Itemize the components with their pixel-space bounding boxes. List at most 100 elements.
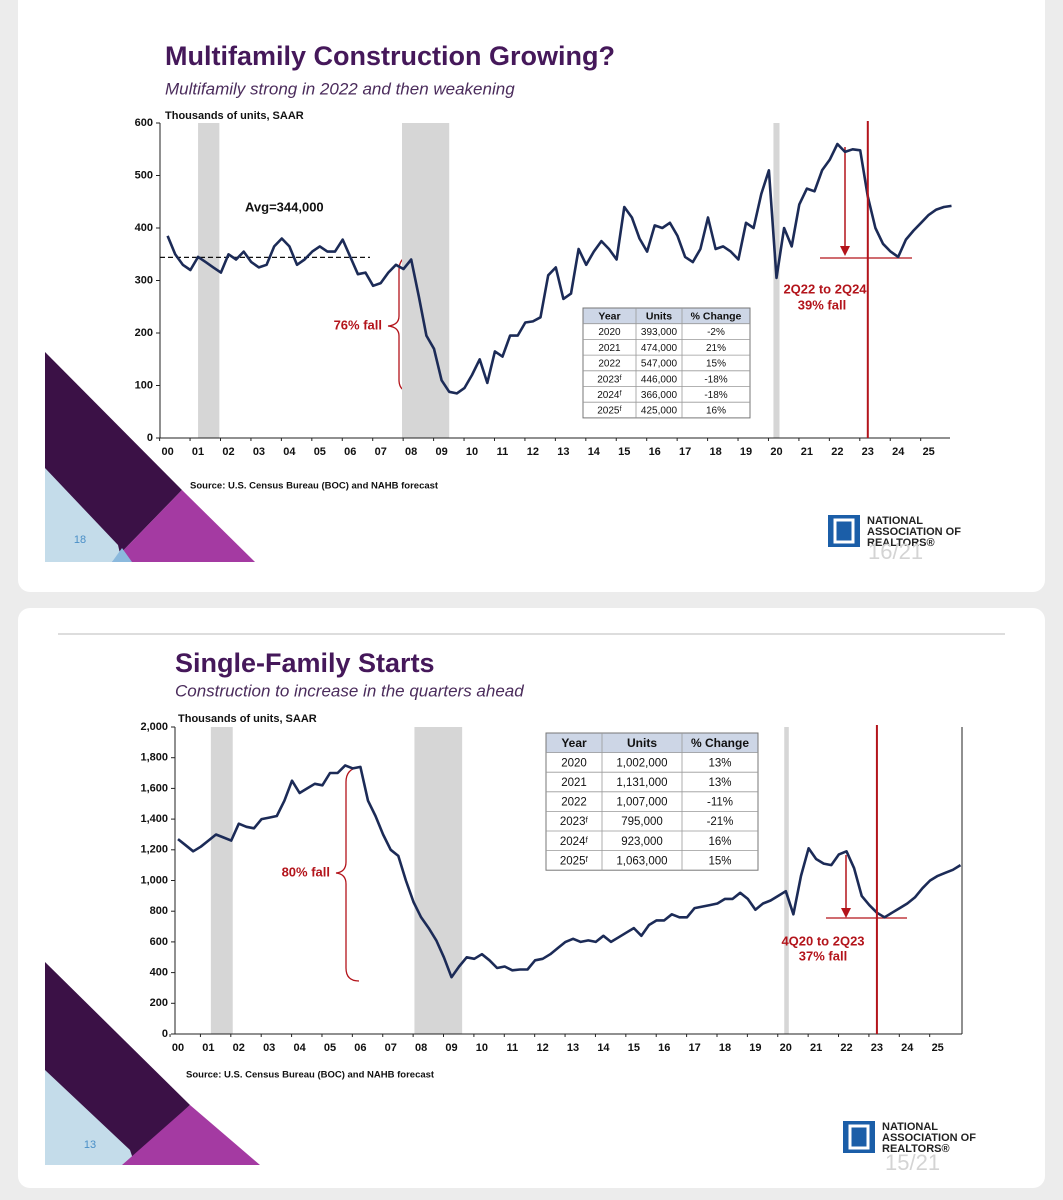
table-frame [545,732,759,871]
table-frame [582,307,751,419]
y-tick-label: 1,400 [140,813,168,825]
y-tick-label: 400 [150,967,168,979]
table-header: Units [627,736,657,750]
table-cell: 2020 [598,327,621,338]
table-cell: 2020 [561,757,587,769]
recession-shade [773,123,780,438]
y-axis-label: Thousands of units, SAAR [178,713,317,725]
x-tick-label: 12 [537,1042,549,1054]
logo-mark-inner [848,1124,870,1150]
logo-text: NATIONAL [867,515,923,527]
logo-text: NATIONAL [882,1121,938,1133]
x-tick-label: 11 [497,446,509,458]
table-cell: 2022 [561,797,587,809]
x-tick-label: 13 [567,1042,579,1054]
data-line [177,764,962,979]
table-cell: 474,000 [641,343,678,354]
recession-shade [198,123,220,438]
x-tick-label: 10 [476,1042,488,1054]
x-tick-label: 15 [628,1042,640,1054]
x-tick-label: 18 [709,446,721,458]
table-cell: 1,063,000 [616,855,667,867]
x-tick-label: 25 [932,1042,944,1054]
x-tick-label: 20 [770,446,782,458]
recession-shade [414,727,463,1034]
x-tick-label: 15 [618,446,630,458]
y-tick-label: 1,200 [140,844,168,856]
source-note: Source: U.S. Census Bureau (BOC) and NAH… [186,1070,435,1081]
x-tick-label: 09 [435,446,447,458]
x-tick-label: 00 [172,1042,184,1054]
y-tick-label: 1,800 [140,752,168,764]
table-cell: 2021 [598,343,621,354]
recession-shade [210,727,233,1034]
y-tick-label: 400 [135,222,153,234]
average-label: Avg=344,000 [245,199,324,214]
table-cell: 13% [708,757,731,769]
table-cell: 2022 [598,359,621,370]
x-tick-label: 13 [557,446,569,458]
y-tick-label: 300 [135,274,153,286]
x-tick-label: 07 [375,446,387,458]
table-header: Year [561,736,587,750]
x-tick-label: 06 [344,446,356,458]
chart-title: Single-Family Starts [175,648,435,678]
x-tick-label: 02 [222,446,234,458]
table-cell: -18% [704,390,727,401]
x-tick-label: 06 [354,1042,366,1054]
data-line [166,142,952,395]
y-tick-label: 600 [135,117,153,129]
source-note: Source: U.S. Census Bureau (BOC) and NAH… [190,481,439,492]
x-tick-label: 14 [588,446,601,458]
x-tick-label: 16 [658,1042,670,1054]
arrowhead [840,246,850,256]
slide-number: 18 [74,534,86,546]
table-cell: -11% [707,797,733,809]
x-tick-label: 03 [263,1042,275,1054]
arrowhead [841,908,851,918]
table-cell: 547,000 [641,359,678,370]
x-tick-label: 16 [649,446,661,458]
x-tick-label: 01 [192,446,204,458]
x-tick-label: 19 [749,1042,761,1054]
recession-shade [784,727,789,1034]
table-cell: 16% [708,836,731,848]
recession-shade [402,123,450,438]
table-cell: 1,007,000 [616,797,667,809]
table-cell: -18% [704,374,727,385]
table-cell: 1,131,000 [616,777,667,789]
chart-subtitle: Construction to increase in the quarters… [175,681,524,700]
annotation: 39% fall [798,297,846,312]
annotation: 2Q22 to 2Q24 [783,281,867,296]
table-cell: 2024ᶠ [560,836,589,848]
x-tick-label: 01 [202,1042,214,1054]
x-tick-label: 19 [740,446,752,458]
table-cell: -2% [707,327,725,338]
decor-triangle [45,468,122,562]
x-tick-label: 21 [810,1042,822,1054]
table-cell: 2023ᶠ [597,374,622,385]
table-cell: 15% [706,359,726,370]
bracket [387,254,413,393]
table-cell: 795,000 [621,816,663,828]
x-tick-label: 24 [901,1042,914,1054]
page-counter: 16/21 [868,539,923,564]
x-tick-label: 18 [719,1042,731,1054]
table-header: Year [598,311,620,323]
table-header: % Change [691,736,749,750]
logo-text: REALTORS® [882,1143,950,1155]
chart-title: Multifamily Construction Growing? [165,41,615,71]
logo-text: ASSOCIATION OF [882,1132,976,1144]
x-tick-label: 04 [293,1042,306,1054]
x-tick-label: 05 [324,1042,336,1054]
x-tick-label: 12 [527,446,539,458]
y-tick-label: 500 [135,169,153,181]
table-cell: 2024ᶠ [597,390,622,401]
table-header: % Change [691,311,742,323]
x-tick-label: 09 [445,1042,457,1054]
table-cell: 366,000 [641,390,678,401]
y-tick-label: 200 [150,997,168,1009]
x-tick-label: 17 [679,446,691,458]
table-cell: 2023ᶠ [560,816,589,828]
